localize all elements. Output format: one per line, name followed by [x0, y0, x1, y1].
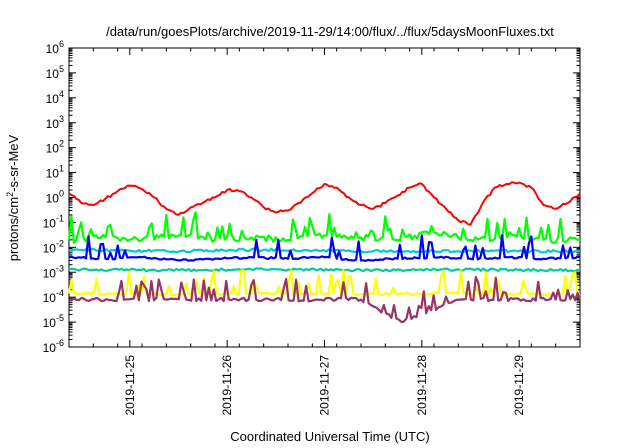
series-line-2 — [68, 247, 580, 254]
y-tick-label: 104 — [46, 89, 64, 106]
series-line-4 — [68, 267, 581, 273]
series-group — [67, 181, 582, 324]
y-tick-label: 106 — [46, 39, 64, 56]
x-tick-label: 2019-11-25 — [123, 355, 137, 416]
y-tick-label: 10-3 — [43, 263, 64, 280]
y-tick-label: 10-5 — [43, 313, 64, 330]
y-tick-label: 10-4 — [43, 288, 64, 305]
y-tick-label: 101 — [46, 164, 64, 181]
series-line-3 — [68, 234, 581, 262]
x-tick-label: 2019-11-28 — [415, 355, 429, 416]
y-tick-label: 10-6 — [43, 338, 64, 355]
x-tick-label: 2019-11-27 — [318, 355, 332, 416]
y-tick-label: 103 — [46, 114, 64, 131]
series-line-0 — [68, 181, 581, 226]
x-tick-label: 2019-11-26 — [220, 355, 234, 416]
x-axis-label: Coordinated Universal Time (UTC) — [230, 429, 429, 444]
y-tick-label: 102 — [46, 139, 64, 156]
series-line-1 — [67, 211, 581, 244]
y-tick-label: 10-1 — [43, 213, 64, 230]
y-axis: 10-6 10-5 10-4 10-3 10-2 10-1 100 101 102 103 104 1… — [43, 39, 580, 355]
x-tick-label: 2019-11-29 — [512, 355, 526, 416]
y-tick-label: 100 — [46, 189, 64, 206]
y-axis-label: protons/cm2-s-sr-MeV — [5, 134, 21, 261]
y-tick-label: 10-2 — [43, 238, 64, 255]
series-line-6 — [68, 276, 582, 324]
x-axis: 2019-11-25 2019-11-26 2019-11-27 2019-11-28… — [68, 48, 581, 416]
y-tick-label: 105 — [46, 64, 64, 81]
chart-title: /data/run/goesPlots/archive/2019-11-29/1… — [106, 24, 554, 39]
